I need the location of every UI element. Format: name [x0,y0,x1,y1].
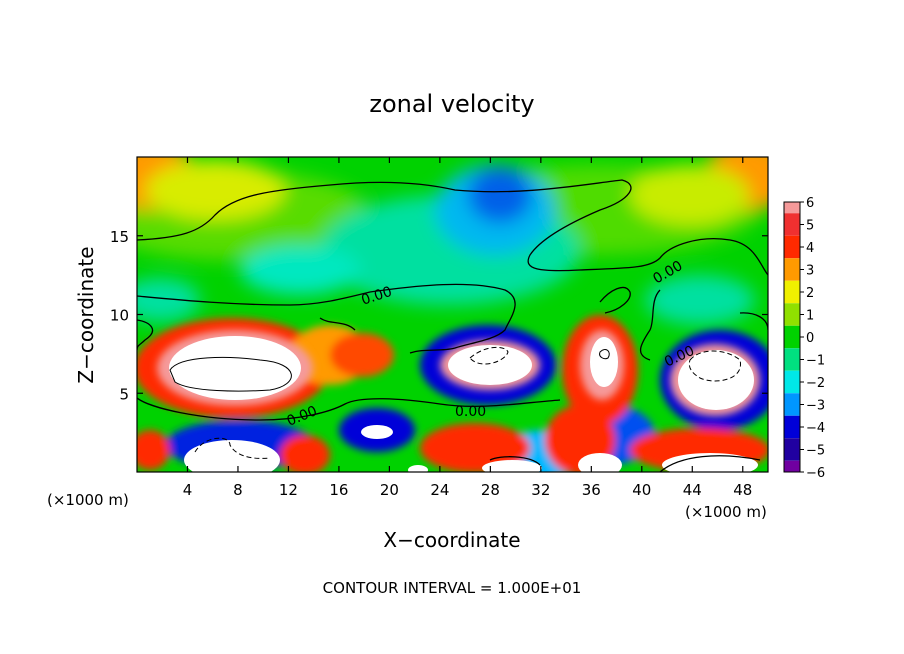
colorbar-label: −3 [806,399,825,414]
contour-lines [137,179,768,472]
x-tick-label: 36 [582,481,601,499]
colorbar-swatch [784,393,800,416]
x-tick-label: 24 [430,481,449,499]
colorbar-label: 3 [806,264,814,279]
x-tick-label: 44 [683,481,702,499]
colorbar-swatch [784,370,800,394]
contour-label: 0.00 [455,404,486,420]
dashed-contours [194,346,741,459]
colorbar-label: 4 [806,241,814,256]
x-tick-label: 40 [632,481,651,499]
colorbar-swatch [784,235,800,259]
colorbar-label: −5 [806,444,825,459]
x-tick-label: 48 [733,481,752,499]
colorbar-swatch [784,213,800,236]
x-tick-label: 16 [329,481,348,499]
contour-interval-note: CONTOUR INTERVAL = 1.000E+01 [323,579,582,597]
colorbar-label: −2 [806,376,825,391]
y-tick-label: 10 [110,307,129,325]
colorbar-label: 1 [806,309,814,324]
x-tick-label: 20 [380,481,399,499]
colorbar-swatch [784,438,800,461]
y-axis-ticks: 5 10 15 [110,228,768,403]
colorbar-swatch [784,325,800,349]
colorbar-swatch [784,280,800,304]
x-axis-ticks: 4 8 12 16 20 24 28 32 36 40 44 48 [183,157,752,499]
x-tick-label: 12 [279,481,298,499]
x-tick-label: 4 [183,481,193,499]
colorbar-swatch [784,202,800,214]
colorbar-label: 5 [806,219,814,234]
colorbar-label: 0 [806,331,814,346]
x-tick-label: 32 [531,481,550,499]
chart-title: zonal velocity [369,90,534,118]
x-tick-label: 28 [481,481,500,499]
colorbar-label: 2 [806,286,814,301]
colorbar: 6 5 4 3 2 1 0 −1 −2 −3 −4 −5 −6 [783,196,825,481]
colorbar-label: −4 [806,421,825,436]
colorbar-label: 6 [806,196,814,211]
y-tick-label: 5 [119,385,129,403]
colorbar-label: −6 [806,466,825,481]
x-axis-label: X−coordinate [383,528,520,552]
colorbar-swatch [784,258,800,281]
colorbar-swatch [784,460,800,472]
colorbar-label: −1 [806,354,825,369]
heatmap-field [137,157,768,472]
colorbar-swatch [784,303,800,326]
y-tick-label: 15 [110,228,129,246]
x-unit-left: (×1000 m) [47,491,129,509]
y-axis-label: Z−coordinate [74,246,98,383]
colorbar-swatch [784,348,800,371]
colorbar-swatch [784,415,800,439]
x-tick-label: 8 [233,481,243,499]
x-unit-right: (×1000 m) [685,503,767,521]
